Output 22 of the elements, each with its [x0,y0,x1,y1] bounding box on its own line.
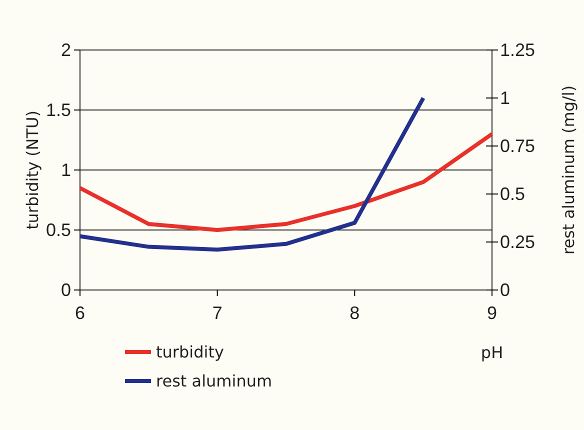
legend-label: rest aluminum [156,372,272,391]
y-tick-label: 1 [60,160,71,180]
line-series [78,132,494,232]
y-tick-label: 1.5 [46,100,71,120]
y2-tick-label: 0.25 [500,232,536,252]
y2-tick-label: 0.75 [500,136,536,156]
y-tick-label: 0.5 [46,220,71,240]
y2-tick-label: 1 [500,88,510,108]
x-axis-title: pH [480,343,504,362]
y2-tick-label: 0 [500,280,510,300]
y-tick-label: 2 [60,40,71,60]
legend-label: turbidity [156,342,224,362]
y-axis-title: turbidity (NTU) [23,110,42,230]
x-tick-label: 8 [350,302,360,323]
line-series [78,96,426,252]
y2-tick-label: 0.5 [500,184,526,204]
y-tick-label: 0 [60,280,71,300]
y2-axis-title: rest aluminum (mg/l) [559,85,578,255]
x-tick-label: 6 [74,302,86,323]
y2-tick-label: 1.25 [500,40,536,60]
x-tick-label: 9 [486,302,498,323]
x-tick-label: 7 [212,302,222,323]
